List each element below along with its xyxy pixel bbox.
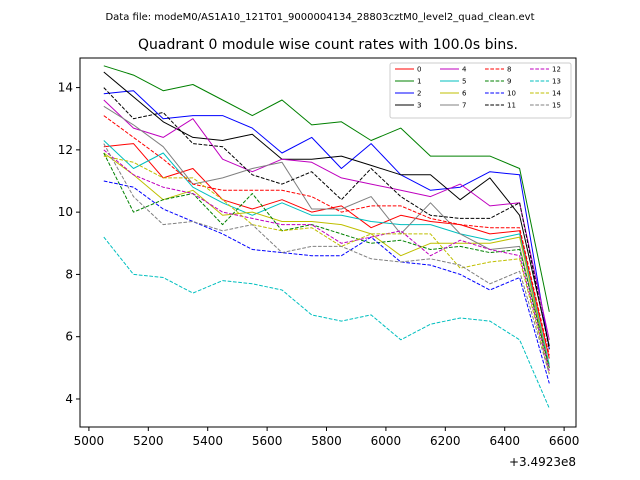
series-line-10 <box>103 180 550 384</box>
y-tick-label: 6 <box>65 330 73 344</box>
x-tick-label: 6400 <box>489 434 520 448</box>
x-axis: 5000 5200 5400 5600 5800 6000 6200 6400 6600 <box>74 427 580 448</box>
series-line-11 <box>103 87 550 350</box>
x-tick-label: 5600 <box>252 434 283 448</box>
legend-label-14: 14 <box>552 90 561 98</box>
y-tick-label: 8 <box>65 267 73 281</box>
series-line-7 <box>103 105 550 368</box>
legend-label-12: 12 <box>552 66 561 74</box>
series-line-9 <box>103 152 550 368</box>
series-line-6 <box>103 152 550 368</box>
legend-label-11: 11 <box>507 102 516 110</box>
y-tick-label: 12 <box>58 143 73 157</box>
legend-label-9: 9 <box>507 78 511 86</box>
x-tick-label: 6200 <box>430 434 461 448</box>
legend-label-13: 13 <box>552 78 561 86</box>
legend-label-2: 2 <box>417 90 421 98</box>
legend-label-5: 5 <box>462 78 466 86</box>
x-tick-label: 5200 <box>133 434 164 448</box>
legend-label-3: 3 <box>417 102 421 110</box>
legend-label-6: 6 <box>462 90 467 98</box>
y-tick-label: 10 <box>58 205 73 219</box>
series-line-5 <box>103 140 550 365</box>
x-tick-label: 5000 <box>74 434 105 448</box>
series-line-14 <box>103 155 550 375</box>
x-tick-label: 6000 <box>371 434 402 448</box>
legend-label-0: 0 <box>417 66 421 74</box>
series-line-4 <box>103 99 550 340</box>
y-tick-label: 14 <box>58 81 73 95</box>
y-tick-label: 4 <box>65 392 73 406</box>
series-line-8 <box>103 115 550 356</box>
series-line-15 <box>103 143 550 375</box>
legend-label-15: 15 <box>552 102 561 110</box>
legend-label-1: 1 <box>417 78 421 86</box>
legend-label-8: 8 <box>507 66 511 74</box>
chart-title: Quadrant 0 module wise count rates with … <box>138 37 518 53</box>
y-axis: 4 6 8 10 12 14 <box>58 81 80 406</box>
x-tick-label: 6600 <box>549 434 580 448</box>
legend-label-4: 4 <box>462 66 467 74</box>
legend-label-7: 7 <box>462 102 466 110</box>
series-line-13 <box>103 236 550 409</box>
datafile-label: Data file: modeM0/AS1A10_121T01_90000041… <box>105 12 534 23</box>
series-line-2 <box>103 90 550 350</box>
legend-box <box>389 62 572 119</box>
series-line-3 <box>103 71 550 347</box>
x-tick-label: 5800 <box>311 434 342 448</box>
series-line-12 <box>103 149 550 372</box>
legend-label-10: 10 <box>507 90 516 98</box>
plot-frame <box>79 57 577 428</box>
series-line-1 <box>103 65 550 312</box>
x-offset-label: +3.4923e8 <box>509 455 576 469</box>
series-layer <box>103 65 550 409</box>
x-tick-label: 5400 <box>192 434 223 448</box>
